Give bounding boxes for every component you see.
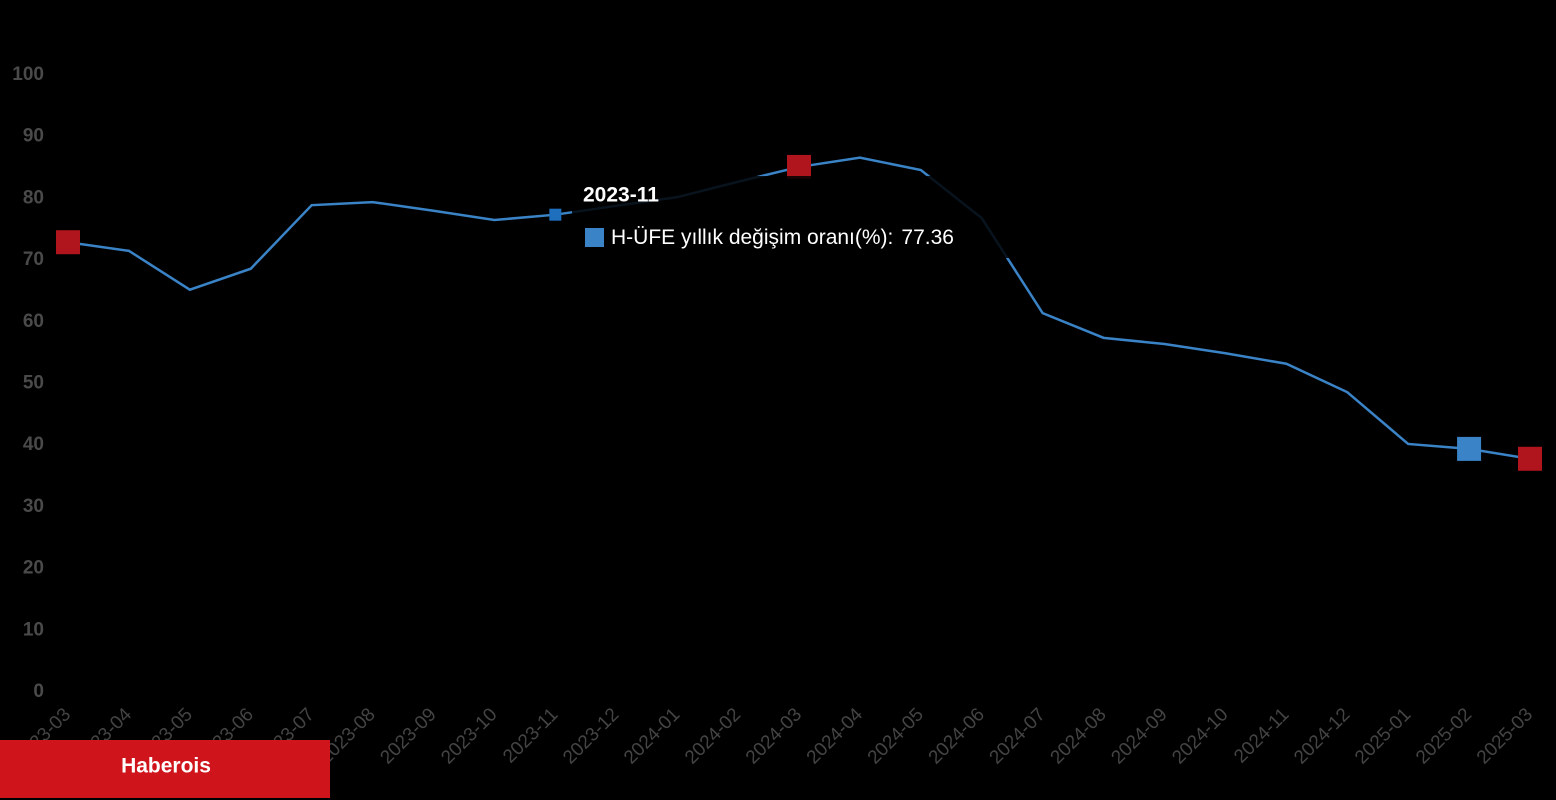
point-marker (549, 208, 562, 221)
y-tick-label: 100 (12, 64, 44, 85)
tooltip: 2023-11 H-ÜFE yıllık değişim oranı(%): 77.… (572, 176, 1012, 258)
tooltip-swatch (585, 228, 604, 247)
y-tick-label: 70 (23, 249, 44, 270)
y-tick-label: 30 (23, 496, 44, 517)
brand-box (0, 740, 330, 798)
point-marker (1518, 446, 1542, 471)
tooltip-text: H-ÜFE yıllık değişim oranı(%): 77.36 (611, 226, 954, 249)
y-tick-label: 60 (23, 311, 44, 332)
point-marker (787, 154, 811, 179)
tooltip-value: 77.36 (901, 226, 954, 249)
y-tick-label: 90 (23, 126, 44, 147)
y-tick-label: 10 (23, 619, 44, 640)
point-marker (56, 230, 80, 255)
tooltip-title: 2023-11 (583, 184, 659, 207)
y-tick-label: 80 (23, 187, 44, 208)
tooltip-label: H-ÜFE yıllık değişim oranı(%): (611, 226, 893, 249)
point-marker (1457, 436, 1482, 461)
y-tick-label: 50 (23, 373, 44, 394)
brand: Haberois (121, 755, 211, 778)
y-tick-label: 40 (23, 434, 44, 455)
tooltip-box (572, 176, 1012, 258)
y-tick-label: 20 (23, 558, 44, 579)
y-tick-label: 0 (33, 681, 44, 702)
